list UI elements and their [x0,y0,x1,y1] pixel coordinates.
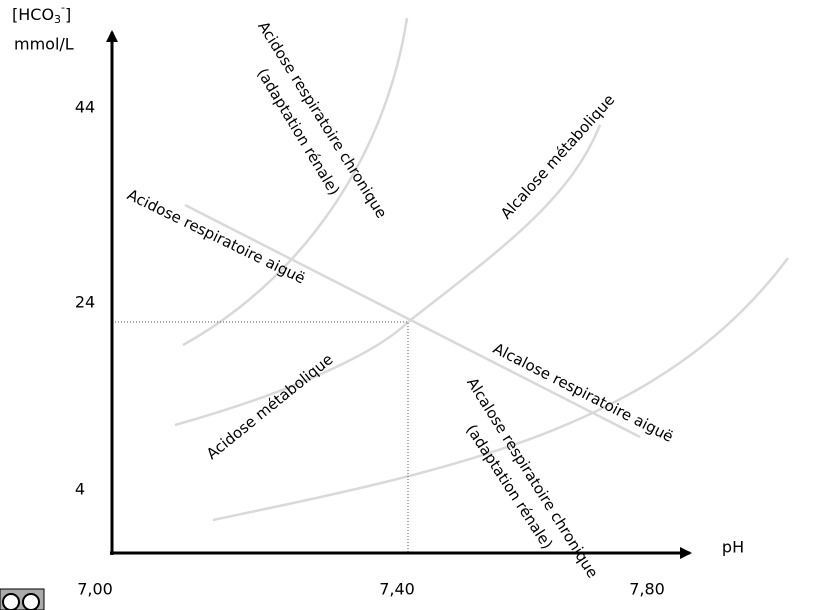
x-tick-label: 7,00 [77,580,113,599]
curve [184,203,641,439]
y-tick-label: 24 [75,293,95,312]
x-tick-label: 7,40 [379,580,415,599]
title-sub: 3 [54,13,61,26]
y-tick-label: 4 [75,480,85,499]
curve [174,124,602,427]
title-sup: - [61,1,65,14]
license-icon [0,588,45,610]
region-label: Alcalose respiratoire aiguë [490,339,676,446]
title-part: ] [65,5,71,24]
y-axis-title: [HCO3-] [12,1,71,26]
region-label: Alcalose respiratoire chronique [463,374,602,581]
region-label: Acidose respiratoire aiguë [124,186,308,288]
curve [212,257,790,522]
y-tick-label: 44 [75,98,95,117]
curve [182,17,409,347]
x-axis-title: pH [722,538,744,557]
region-label: Alcalose métabolique [497,91,618,223]
region-label: Acidose respiratoire chronique [254,18,390,221]
title-part: [HCO [12,5,54,24]
x-tick-label: 7,80 [629,580,665,599]
region-label: Acidose métabolique [203,350,336,463]
reference-line [112,321,409,553]
y-axis-unit: mmol/L [14,35,74,54]
